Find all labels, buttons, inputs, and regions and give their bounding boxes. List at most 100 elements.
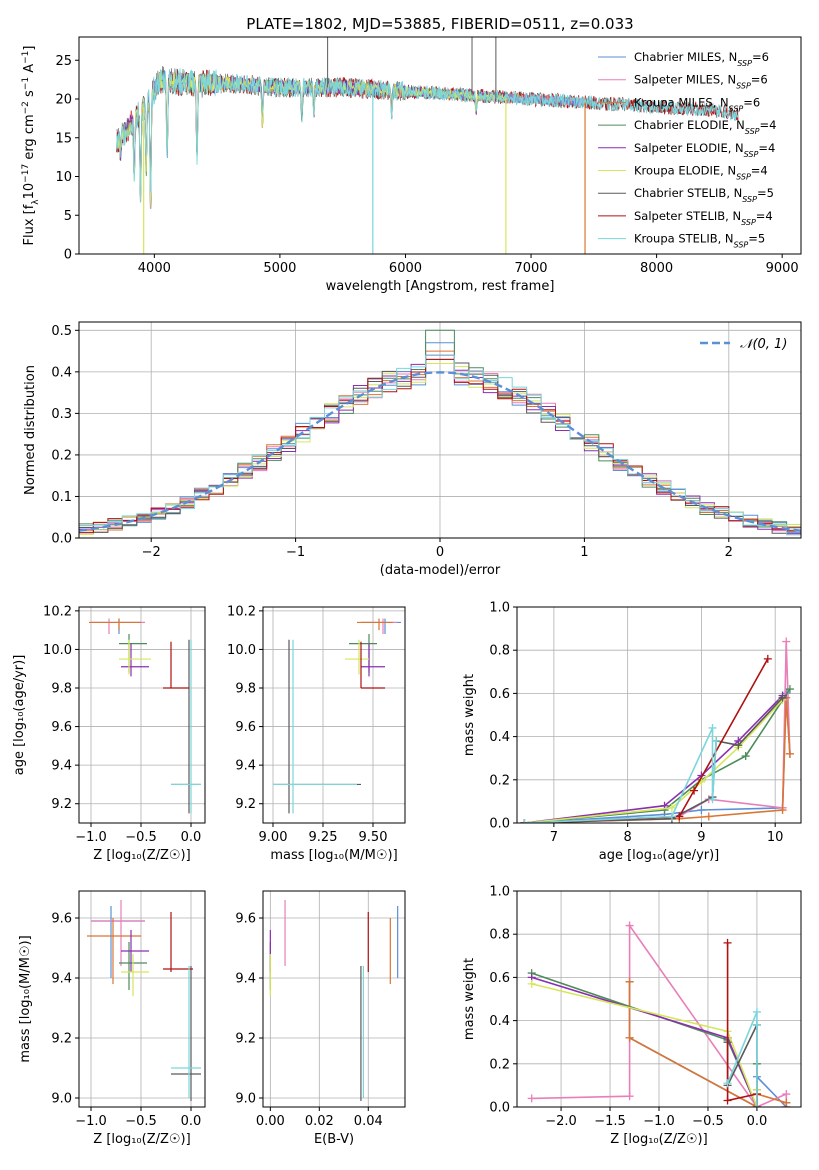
histogram-salpeter_stelib (79, 358, 801, 536)
legend-label-suffix: =4 (756, 209, 773, 223)
y-axis-label: mass weight (462, 674, 477, 756)
tick-label-y: 0.6 (489, 687, 510, 702)
tick-label-y: 0.4 (489, 1014, 510, 1029)
axes-frame (78, 890, 206, 1108)
tick-label-y: 0.2 (51, 448, 72, 463)
legend-label-sub: SSP (737, 59, 752, 68)
x-axis-label: Z [log₁₀(Z/Z☉)] (93, 848, 190, 863)
axes-frame (516, 606, 802, 824)
legend-label-chabrier_elodie: Chabrier ELODIE, NSSP=4 (634, 118, 776, 136)
y-label-part: 10 (22, 183, 37, 200)
weight-marker-kroupa_stelib (752, 1103, 761, 1107)
axes-frame (262, 890, 406, 1108)
tick-label-y: 0.2 (489, 773, 510, 788)
tick-label-y: 10 (55, 170, 72, 185)
tick-label-x: 1 (580, 545, 588, 560)
tick-label-y: 15 (55, 131, 72, 146)
tick-label-x: 9.25 (309, 830, 338, 845)
legend-label-text: Kroupa STELIB, N (634, 232, 734, 246)
y-label-part: −1 (21, 51, 31, 64)
tick-label-x: 0.04 (354, 1114, 383, 1129)
tick-label-y: 9.2 (235, 1032, 256, 1047)
legend-label-sub: SSP (741, 217, 756, 226)
y-axis-label: Flux [fλ10−17 erg cm−2 s−1 A−1] (21, 46, 41, 246)
weight-line-salpeter_stelib (726, 942, 758, 1107)
x-axis-label: E(B-V) (314, 1132, 354, 1147)
tick-label-x: 9000 (766, 261, 799, 276)
legend-label-text: Kroupa MILES, N (634, 95, 729, 109)
tick-label-y: 0 (64, 248, 72, 263)
weight-marker-chabrier_elodie (785, 685, 794, 694)
tick-label-y: 10.0 (43, 643, 72, 658)
y-label-part: λ (31, 199, 41, 205)
y-axis-label: Normed distribution (23, 365, 38, 495)
weight-marker-salpeter_stelib (675, 812, 684, 821)
tick-label-y: 9.2 (51, 797, 72, 812)
y-label-part: ] (22, 46, 37, 51)
tick-label-x: −1.5 (594, 1114, 626, 1129)
weight-marker-kroupa_stelib (752, 1007, 761, 1016)
y-label-part: erg cm (22, 114, 37, 163)
plot-area-age_vs_Z (89, 618, 201, 814)
panel-weight_vs_age: 7 8 9 10 0.0 0.2 0.4 0.6 0.8 1.0 age [log₁₀(age/yr… (462, 601, 802, 863)
tick-label-y: 9.6 (235, 912, 256, 927)
tick-label-y: 9.6 (51, 720, 72, 735)
legend-label-kroupa_stelib: Kroupa STELIB, NSSP=5 (634, 232, 765, 250)
tick-label-y: 0.8 (489, 928, 510, 943)
axes-frame (262, 606, 406, 824)
spectrum-line-kroupa_stelib (116, 68, 739, 203)
weight-marker-salpeter_stelib (723, 938, 732, 947)
tick-label-y: 9.8 (51, 682, 72, 697)
weight-marker-salpeter_stelib (690, 786, 699, 795)
tick-label-x: 7 (550, 830, 558, 845)
legend-label-suffix: =5 (748, 232, 765, 246)
legend-label-text: Chabrier MILES, N (634, 50, 737, 64)
legend-label-suffix: =6 (752, 50, 769, 64)
tick-label-y: 5 (64, 209, 72, 224)
tick-label-y: 0.2 (489, 1057, 510, 1072)
tick-label-x: −1.0 (75, 1114, 107, 1129)
tick-label-x: 0.0 (181, 1114, 202, 1129)
figure-title: PLATE=1802, MJD=53885, FIBERID=0511, z=0… (246, 15, 633, 33)
normal-curve (79, 371, 801, 532)
tick-label-y: 9.2 (235, 797, 256, 812)
y-axis-label: mass weight (462, 958, 477, 1040)
weight-marker-kroupa_miles (785, 749, 794, 758)
tick-label-y: 9.6 (51, 912, 72, 927)
legend-label-sub: SSP (736, 172, 751, 181)
plot-area-weight_vs_Z (527, 921, 791, 1107)
weight-marker-chabrier_elodie (741, 752, 750, 761)
tick-label-y: 9.6 (235, 720, 256, 735)
tick-label-x: −1.0 (75, 830, 107, 845)
y-axis-label: mass [log₁₀(M/M☉)] (18, 935, 33, 1062)
y-axis-label: age [log₁₀(age/yr)] (12, 655, 27, 776)
panel-mass_vs_ebv: 0.00 0.02 0.04 9.0 9.2 9.4 9.6 E(B-V) (235, 890, 406, 1147)
y-label-part: A (22, 64, 37, 77)
legend-label-suffix: =6 (751, 73, 768, 87)
legend-label-salpeter_stelib: Salpeter STELIB, NSSP=4 (634, 209, 773, 227)
tick-label-x: −1 (286, 545, 305, 560)
tick-label-y: 10.2 (227, 604, 256, 619)
tick-label-y: 0.4 (51, 365, 72, 380)
weight-marker-salpeter_miles (782, 637, 791, 646)
tick-label-x: 9.00 (259, 830, 288, 845)
weight-line-chabrier_elodie (524, 688, 791, 823)
tick-label-x: −0.5 (692, 1114, 724, 1129)
weight-marker-kroupa_stelib (520, 819, 529, 823)
legend-label-sub: SSP (734, 240, 749, 249)
legend-label-sub: SSP (729, 104, 744, 113)
legend-label-suffix: =4 (751, 164, 768, 178)
tick-label-x: 9 (697, 830, 705, 845)
panel-mass_vs_Z: −1.0 −0.5 0.0 9.0 9.2 9.4 9.6 Z [log₁₀(Z/Z☉)] ma… (18, 890, 206, 1147)
legend-label-chabrier_stelib: Chabrier STELIB, NSSP=5 (634, 186, 774, 204)
tick-label-y: 10.2 (43, 604, 72, 619)
weight-line-kroupa_stelib (726, 1011, 758, 1107)
x-axis-label: mass [log₁₀(M/M☉)] (270, 848, 397, 863)
weight-marker-salpeter_miles (625, 921, 634, 930)
tick-label-y: 9.8 (235, 682, 256, 697)
weight-line-chabrier_elodie (531, 972, 758, 1107)
y-label-part: −1 (21, 77, 31, 90)
tick-label-x: 0.0 (181, 830, 202, 845)
weight-marker-chabrier_miles (697, 806, 706, 815)
